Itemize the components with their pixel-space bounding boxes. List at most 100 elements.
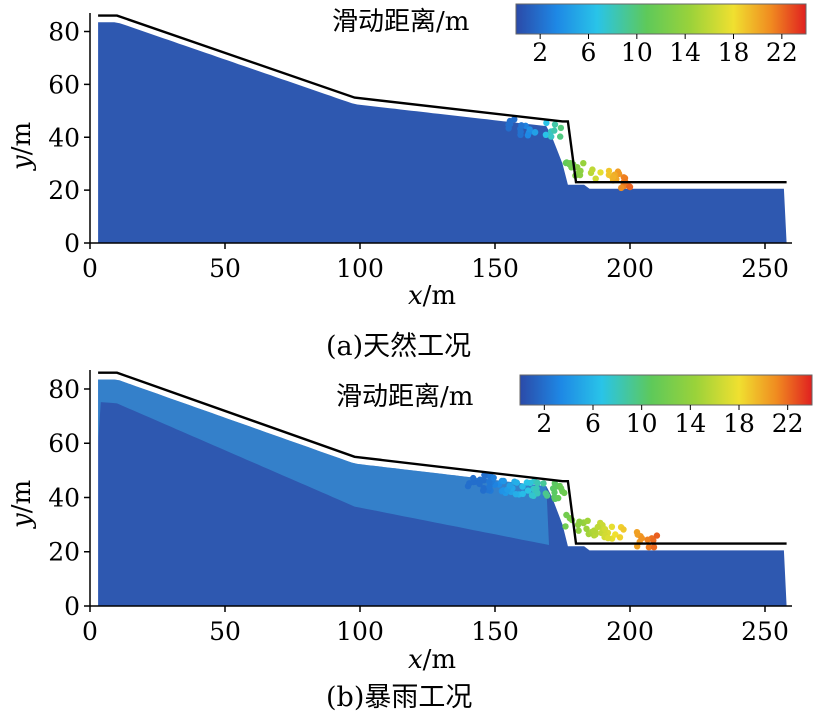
y-tick-label: 80 <box>48 18 80 47</box>
sliding-particle <box>616 534 624 541</box>
panel-a-xlabel-text: x/m <box>408 281 456 311</box>
colorbar-tick-label: 22 <box>766 38 798 67</box>
sliding-particle <box>486 478 493 485</box>
sliding-particle <box>563 511 570 519</box>
panel-a-colorbar <box>515 3 807 35</box>
colorbar-tick-label: 18 <box>718 38 750 67</box>
sliding-particle <box>500 477 507 485</box>
sliding-particle <box>561 489 568 497</box>
y-tick-label: 40 <box>48 483 80 512</box>
sliding-particle <box>518 122 525 129</box>
sliding-particle <box>589 166 596 173</box>
sliding-particle <box>533 485 540 492</box>
sliding-particle <box>584 517 591 524</box>
sliding-particle <box>543 119 550 127</box>
panel-b: 0 50 100 150 200 250 0 20 40 60 80 滑动距离/m 2 6 10 14 18… <box>7 370 813 713</box>
panel-a-xlabel: x/m <box>408 281 456 311</box>
panel-a: 0 50 100 150 200 250 0 20 40 60 80 滑动距离/m 2 6 10 14 18… <box>7 3 807 362</box>
sliding-particle <box>548 133 555 140</box>
sliding-particle <box>519 490 526 497</box>
y-tick-label: 60 <box>48 70 80 99</box>
colorbar-tick-label: 10 <box>621 38 653 67</box>
sliding-particle <box>626 183 633 190</box>
sliding-particle <box>486 483 493 490</box>
panel-a-ylabel-text: y/m <box>7 122 37 171</box>
sliding-particle <box>645 544 653 551</box>
sliding-particle <box>634 531 641 538</box>
sliding-particle <box>567 160 574 167</box>
colorbar-tick-label: 22 <box>772 409 804 438</box>
sliding-particle <box>506 482 513 489</box>
panel-b-xlabel: x/m <box>408 645 456 675</box>
sliding-particle <box>524 487 532 494</box>
colorbar-tick-label: 6 <box>585 409 601 438</box>
sliding-particle <box>583 525 590 532</box>
sliding-particle <box>531 129 539 136</box>
panel-a-ylabel: y/m <box>7 122 37 171</box>
x-tick-label: 100 <box>336 617 384 646</box>
x-tick-label: 250 <box>741 617 789 646</box>
x-tick-label: 50 <box>209 617 241 646</box>
x-tick-label: 0 <box>82 254 98 283</box>
sliding-particle <box>523 479 531 486</box>
colorbar-tick-label: 10 <box>626 409 658 438</box>
sliding-particle <box>580 160 587 167</box>
panel-b-xlabel-text: x/m <box>408 645 456 675</box>
sliding-particle <box>534 479 541 487</box>
panel-wet-zone <box>98 379 549 545</box>
sliding-particle <box>557 133 564 140</box>
sliding-particle <box>557 485 565 492</box>
sliding-particle <box>540 480 547 487</box>
panel-a-caption: (a)天然工况 <box>326 331 471 362</box>
sliding-particle <box>551 127 558 134</box>
x-tick-label: 100 <box>336 254 384 283</box>
y-tick-label: 0 <box>64 592 80 621</box>
sliding-particle <box>524 132 532 139</box>
y-tick-label: 40 <box>48 123 80 152</box>
y-tick-label: 60 <box>48 429 80 458</box>
sliding-particle <box>542 131 550 138</box>
colorbar-tick-label: 6 <box>581 38 597 67</box>
x-tick-label: 150 <box>471 617 519 646</box>
panel-b-colorbar-title: 滑动距离/m <box>336 382 473 412</box>
colorbar-tick-label: 14 <box>674 409 706 438</box>
sliding-particle <box>610 173 617 181</box>
sliding-particle <box>608 523 616 530</box>
x-tick-label: 200 <box>606 617 654 646</box>
sliding-particle <box>551 480 558 487</box>
panel-b-ylabel-text: y/m <box>7 480 37 529</box>
panel-a-colorbar-title: 滑动距离/m <box>332 7 469 37</box>
sliding-particle <box>644 536 651 543</box>
sliding-particle <box>512 491 520 498</box>
colorbar-tick-label: 2 <box>532 38 548 67</box>
y-tick-label: 80 <box>48 375 80 404</box>
panel-a-colorbar-ticks: 2 6 10 14 18 22 <box>532 34 798 67</box>
sliding-particle <box>511 116 518 123</box>
sliding-particle <box>555 494 562 502</box>
sliding-particle <box>526 126 533 133</box>
slope-profile-line <box>98 371 787 545</box>
sliding-particle <box>476 480 483 488</box>
sliding-particle <box>480 477 488 484</box>
panel-b-plot: 0 50 100 150 200 250 0 20 40 60 80 <box>48 370 792 646</box>
sliding-particle <box>650 544 658 551</box>
sliding-particle <box>513 479 520 486</box>
panel-b-ylabel: y/m <box>7 480 37 529</box>
sliding-particle <box>638 535 645 542</box>
y-tick-label: 20 <box>48 538 80 567</box>
x-tick-label: 50 <box>209 254 241 283</box>
panel-b-colorbar <box>519 374 813 406</box>
colorbar-tick-label: 18 <box>723 409 755 438</box>
panel-soil-body <box>98 22 787 243</box>
sliding-particle <box>592 175 599 182</box>
sliding-particle <box>505 125 512 132</box>
y-tick-label: 0 <box>64 229 80 258</box>
sliding-particle <box>612 531 619 538</box>
sliding-particle <box>480 485 487 492</box>
sliding-particle <box>650 537 657 544</box>
sliding-particle <box>594 523 601 531</box>
panel-b-caption: (b)暴雨工况 <box>326 682 472 713</box>
colorbar-tick-label: 2 <box>536 409 552 438</box>
colorbar-tick-label: 14 <box>669 38 701 67</box>
sliding-particle <box>562 523 569 530</box>
